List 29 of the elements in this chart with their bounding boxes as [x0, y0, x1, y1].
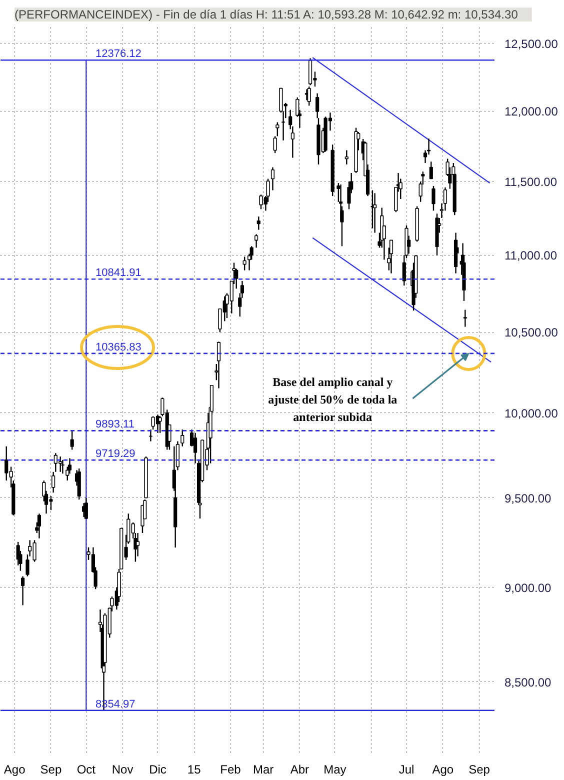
y-tick-label: 11,500.00 — [504, 175, 558, 190]
y-tick-label: 9,000.00 — [504, 580, 552, 595]
x-tick-label: Sep — [468, 762, 490, 776]
x-tick-label: Feb — [220, 762, 242, 776]
y-tick-label: 12,000.00 — [504, 104, 558, 119]
y-tick-label: 8,500.00 — [504, 675, 552, 690]
x-tick-label: Mar — [253, 762, 274, 776]
x-tick-label: Abr — [290, 762, 310, 776]
y-tick-label: 11,000.00 — [504, 248, 558, 263]
chart-title: (PERFORMANCEINDEX) - Fin de día 1 días H: 11:51 A: 10,593.28 M: 10,642.92 m: 10,534.30 — [14, 8, 518, 22]
ref-line-label: 12376.12 — [96, 48, 142, 60]
y-tick-label: 10,500.00 — [504, 326, 558, 340]
x-tick-label: May — [324, 762, 346, 776]
y-tick-label: 12,500.00 — [504, 37, 558, 52]
annotation: Base del amplio canal y ajuste del 50% de toda la anterior subida — [268, 374, 398, 424]
x-tick-label: Nov — [112, 762, 134, 776]
ref-line-label: 10365.83 — [96, 341, 142, 354]
ref-line-label: 9893.11 — [96, 418, 134, 431]
x-tick-label: Oct — [76, 762, 96, 776]
x-tick-label: Sep — [40, 762, 62, 776]
x-tick-label: Ago — [432, 762, 454, 776]
x-tick-label: Ago — [4, 762, 26, 776]
x-tick-label: Jul — [398, 762, 414, 776]
y-tick-label: 10,000.00 — [504, 406, 558, 420]
ref-line-label: 9719.29 — [96, 448, 136, 460]
ref-line-label: 10841.91 — [96, 267, 142, 280]
x-tick-label: 15 — [187, 762, 202, 776]
y-tick-label: 9,500.00 — [504, 491, 552, 506]
x-tick-label: Dic — [149, 762, 166, 776]
